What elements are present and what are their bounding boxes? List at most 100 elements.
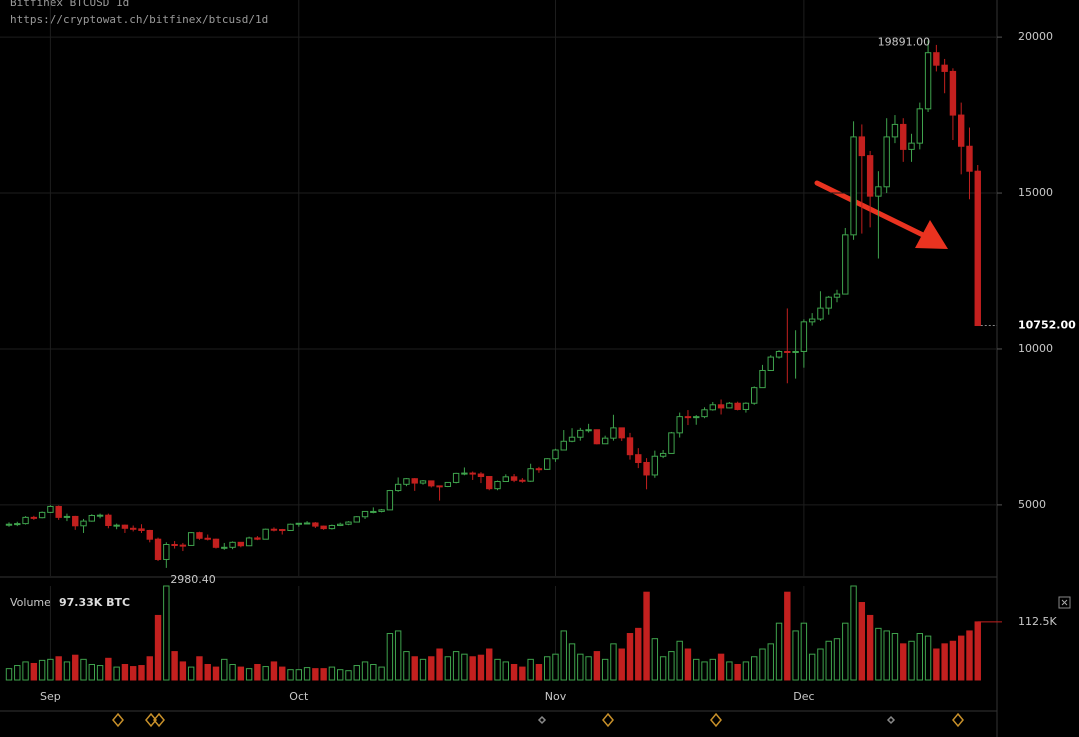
chart-title: Bitfinex BTCUSD 1d <box>10 0 129 9</box>
volume-bar <box>817 648 824 681</box>
candle-body <box>245 537 253 547</box>
volume-bar <box>394 630 402 681</box>
candle-body <box>651 455 659 476</box>
volume-bar <box>966 630 973 681</box>
candle-body <box>171 544 178 547</box>
candle-body <box>105 514 112 526</box>
volume-bar <box>668 651 675 681</box>
volume-bar <box>519 666 526 681</box>
candle-body <box>726 402 733 409</box>
volume-bar <box>361 661 369 681</box>
volume-bar <box>701 661 708 681</box>
candle-body <box>552 449 559 460</box>
volume-bar <box>5 668 13 681</box>
volume-bar <box>850 585 857 681</box>
candle-body <box>113 524 120 527</box>
close-button[interactable] <box>1058 596 1071 609</box>
volume-bar <box>262 666 269 681</box>
volume-bar <box>254 664 261 681</box>
candle-body <box>452 472 460 483</box>
volume-bar <box>403 651 410 681</box>
x-tick-label: Dec <box>793 690 814 703</box>
volume-bar <box>279 666 286 681</box>
candle-body <box>312 522 319 527</box>
candle-body <box>436 485 443 488</box>
candle-body <box>941 64 948 72</box>
volume-bar <box>146 656 153 681</box>
volume-bar <box>237 666 245 681</box>
volume-bar <box>568 643 576 681</box>
volume-bar <box>767 643 774 681</box>
y-tick-label: 15000 <box>1018 186 1053 199</box>
volume-subtitle: 97.33K BTC <box>59 596 130 609</box>
candle-body <box>254 537 261 540</box>
chart-url: https://cryptowat.ch/bitfinex/btcusd/1d <box>10 13 268 26</box>
candle-body <box>444 481 452 487</box>
low-label: 2980.40 <box>170 573 216 586</box>
volume-bar <box>130 666 137 681</box>
volume-bar <box>303 667 311 681</box>
y-tick-label: 5000 <box>1018 498 1046 511</box>
volume-bar <box>163 585 170 681</box>
candle-body <box>262 528 269 540</box>
volume-bar <box>436 648 443 681</box>
volume-bar <box>949 640 957 681</box>
candle-body <box>601 437 609 445</box>
volume-bar <box>610 643 617 681</box>
volume-bar <box>386 633 394 681</box>
volume-bar <box>72 654 79 681</box>
volume-bar <box>808 653 816 681</box>
candle-body <box>30 516 38 519</box>
volume-bar <box>312 668 319 681</box>
volume-bar <box>96 665 104 681</box>
candle-body <box>212 538 220 548</box>
candle-body <box>378 509 385 512</box>
volume-bar <box>535 664 543 681</box>
candle-body <box>577 429 584 438</box>
volume-bar <box>618 648 625 681</box>
candle-body <box>734 402 741 410</box>
candle-body <box>154 538 162 560</box>
candle-body <box>676 416 683 434</box>
y-tick-label: 20000 <box>1018 30 1053 43</box>
volume-bar <box>212 666 220 681</box>
candle-body <box>279 529 286 532</box>
volume-bar <box>635 627 642 681</box>
candle-body <box>767 356 774 371</box>
candle-body <box>502 476 510 483</box>
volume-bar <box>577 653 584 681</box>
volume-bar <box>510 664 518 681</box>
volume-bar <box>585 656 592 681</box>
volume-bar <box>858 602 866 681</box>
volume-bar <box>63 661 71 681</box>
candle-body <box>966 145 973 172</box>
candle-body <box>121 524 129 529</box>
candle-body <box>22 516 29 525</box>
volume-bar <box>30 662 38 681</box>
volume-bar <box>742 661 750 681</box>
volume-bar <box>717 653 725 681</box>
volume-bar <box>345 670 352 681</box>
candle-body <box>808 318 816 323</box>
volume-bar <box>908 640 915 681</box>
candle-body <box>883 136 890 188</box>
candle-body <box>916 108 923 144</box>
candle-body <box>974 170 981 327</box>
candle-body <box>96 514 104 517</box>
candle-body <box>461 472 468 475</box>
candle-body <box>328 524 336 530</box>
volume-bar <box>924 635 932 681</box>
candle-body <box>568 436 576 442</box>
candle-body <box>875 186 882 197</box>
volume-bar <box>800 622 808 681</box>
candle-body <box>800 321 808 352</box>
volume-bar <box>22 661 29 681</box>
candle-body <box>784 350 791 353</box>
volume-bar <box>693 658 700 681</box>
candle-body <box>626 437 634 456</box>
candle-body <box>72 515 79 527</box>
volume-bar <box>419 658 427 681</box>
volume-bar <box>544 656 551 681</box>
